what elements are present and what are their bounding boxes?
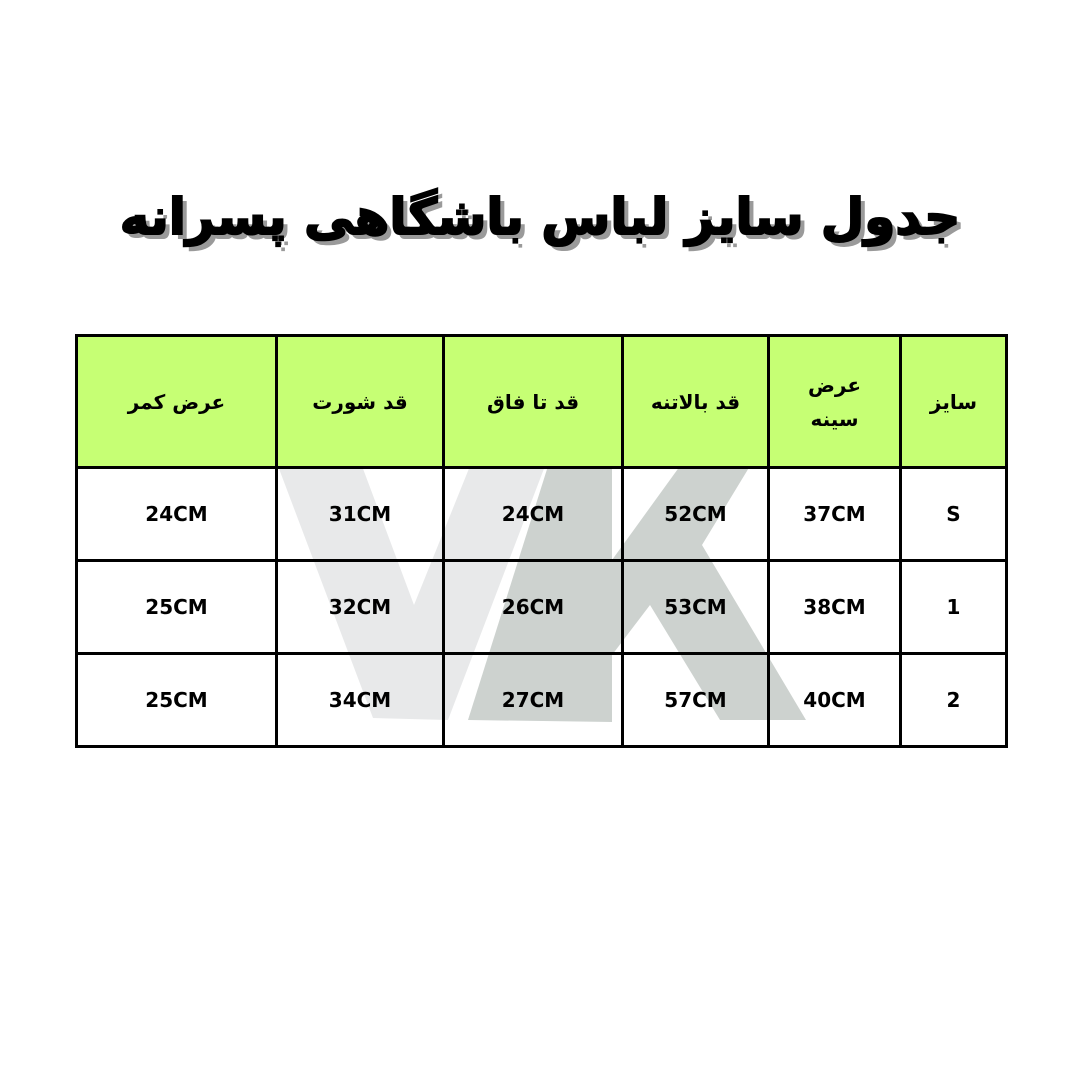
cell-top-length: 57CM: [621, 652, 770, 748]
cell-rise-length: 24CM: [442, 466, 624, 562]
cell-top-length: 52CM: [621, 466, 770, 562]
cell-chest-width: 37CM: [767, 466, 902, 562]
table-row: 2 40CM 57CM 27CM 34CM 25CM: [75, 652, 1008, 748]
page-title: جدول سایز لباس باشگاهی پسرانه: [119, 187, 962, 247]
header-top-length: قد بالاتنه: [621, 334, 770, 469]
cell-waist-width: 25CM: [75, 559, 278, 655]
cell-shorts-length: 34CM: [275, 652, 445, 748]
cell-chest-width: 38CM: [767, 559, 902, 655]
cell-chest-width: 40CM: [767, 652, 902, 748]
header-row: سایز عرض سینه قد بالاتنه قد تا فاق قد شو…: [75, 334, 1008, 469]
size-table: سایز عرض سینه قد بالاتنه قد تا فاق قد شو…: [75, 334, 1008, 748]
cell-waist-width: 25CM: [75, 652, 278, 748]
cell-shorts-length: 32CM: [275, 559, 445, 655]
cell-shorts-length: 31CM: [275, 466, 445, 562]
table-row: 1 38CM 53CM 26CM 32CM 25CM: [75, 559, 1008, 655]
header-rise-length: قد تا فاق: [442, 334, 624, 469]
header-waist-width: عرض کمر: [75, 334, 278, 469]
cell-size: 1: [899, 559, 1008, 655]
cell-size: S: [899, 466, 1008, 562]
cell-rise-length: 26CM: [442, 559, 624, 655]
header-chest-width: عرض سینه: [767, 334, 902, 469]
header-chest-width-label: عرض سینه: [807, 372, 861, 431]
header-size: سایز: [899, 334, 1008, 469]
cell-top-length: 53CM: [621, 559, 770, 655]
cell-size: 2: [899, 652, 1008, 748]
header-shorts-length: قد شورت: [275, 334, 445, 469]
cell-waist-width: 24CM: [75, 466, 278, 562]
cell-rise-length: 27CM: [442, 652, 624, 748]
table-row: S 37CM 52CM 24CM 31CM 24CM: [75, 466, 1008, 562]
